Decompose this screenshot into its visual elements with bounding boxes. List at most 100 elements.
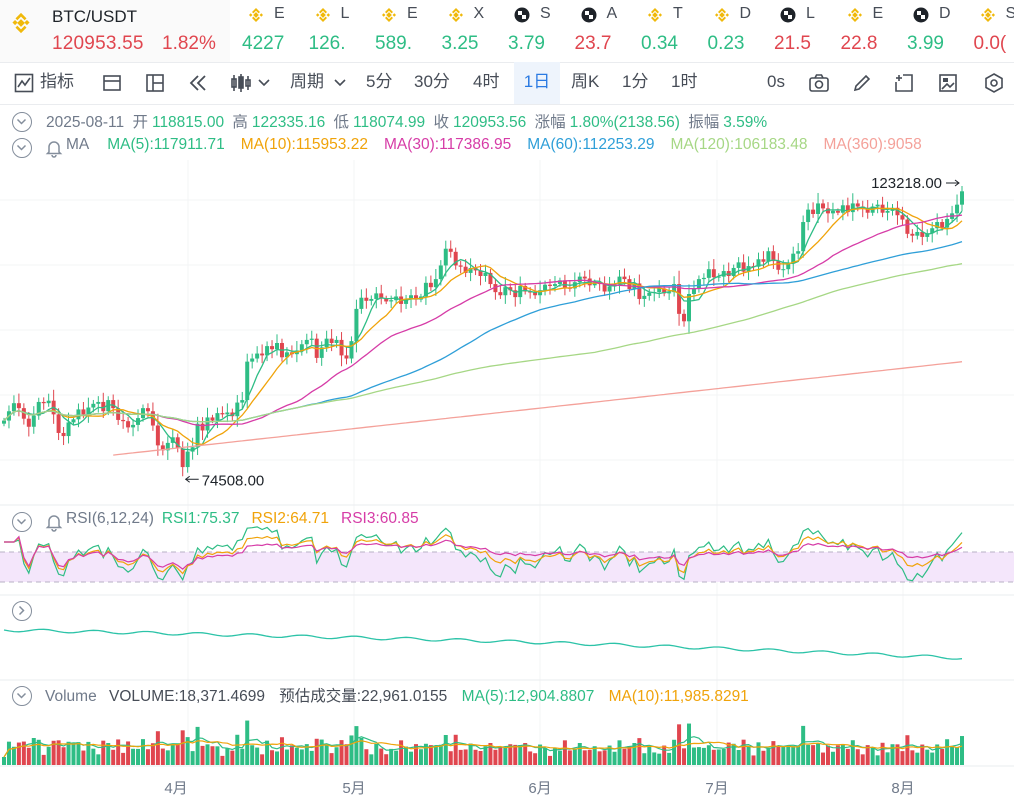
gallery-icon[interactable] <box>938 73 958 93</box>
mini-ticker[interactable]: T 0.34 <box>629 0 696 62</box>
volume-estimate: 预估成交量:22,961.0155 <box>279 688 448 705</box>
collapse-toggle-icon[interactable] <box>12 112 32 132</box>
layout-icon[interactable] <box>102 73 122 93</box>
volume-bar <box>562 740 567 765</box>
interval-30m[interactable]: 30分 <box>414 72 450 91</box>
volume-bar <box>662 745 667 765</box>
chevron-down-icon[interactable] <box>334 78 346 88</box>
interval-5m[interactable]: 5分 <box>366 72 393 91</box>
collapse-toggle-icon[interactable] <box>12 138 32 158</box>
volume-bar <box>369 754 374 765</box>
candle-body <box>538 290 543 296</box>
collapse-toggle-icon[interactable] <box>12 686 32 706</box>
candle-body <box>56 414 61 433</box>
mini-ticker-name: T <box>673 5 683 22</box>
mini-ticker[interactable]: S 3.79 <box>496 0 563 62</box>
volume-bar <box>245 720 250 765</box>
mini-ticker[interactable]: L 21.5 <box>762 0 829 62</box>
volume-bar <box>145 749 150 765</box>
volume-bar <box>329 753 334 765</box>
candle-body <box>284 352 289 358</box>
mini-ticker[interactable]: L 126. <box>297 0 364 62</box>
settings-icon[interactable] <box>983 72 1005 94</box>
volume-bar <box>56 740 61 765</box>
candle-body <box>433 279 438 288</box>
candle-body <box>468 267 473 273</box>
mini-ticker[interactable]: D 3.99 <box>895 0 962 62</box>
volume-bar <box>394 750 399 765</box>
expand-toggle-icon[interactable] <box>12 601 32 621</box>
interval-1m[interactable]: 1分 <box>622 72 649 91</box>
candle-body <box>830 210 835 214</box>
candle-body <box>304 339 309 345</box>
main-ticker[interactable]: BTC/USDT 120953.55 1.82% <box>0 0 230 62</box>
mini-ticker[interactable]: S 0.0( <box>962 0 1014 62</box>
candle-body <box>200 423 205 431</box>
rsi-band <box>0 552 1014 582</box>
period-dropdown[interactable]: 周期 <box>290 72 324 91</box>
volume-bar <box>791 746 796 765</box>
volume-bar <box>289 745 294 765</box>
volume-bar <box>582 750 587 765</box>
mini-ticker[interactable]: D 0.23 <box>696 0 763 62</box>
candle-body <box>448 248 453 252</box>
volume-bar <box>701 747 706 765</box>
volume-bar <box>250 745 255 765</box>
volume-bar <box>523 743 528 765</box>
candle-body <box>275 343 280 350</box>
volume-ma5: MA(5):12,904.8807 <box>461 688 595 705</box>
candle-body <box>329 338 334 344</box>
candle-type-icon[interactable] <box>230 72 252 94</box>
checker-icon <box>913 7 929 23</box>
chevron-down-icon[interactable] <box>258 78 270 88</box>
interval-week[interactable]: 周K <box>571 72 600 91</box>
countdown: 0s <box>767 72 785 91</box>
ma-legend-item: MA(120):106183.48 <box>670 136 808 153</box>
indicator-icon[interactable] <box>14 73 34 93</box>
candle-body <box>453 251 458 266</box>
volume-bar <box>443 735 448 765</box>
interval-1h[interactable]: 1时 <box>671 72 698 91</box>
collapse-toggle-icon[interactable] <box>12 512 32 532</box>
volume-bar <box>468 743 473 765</box>
candle-body <box>136 418 141 425</box>
volume-bar <box>364 749 369 765</box>
interval-4h[interactable]: 4时 <box>473 72 500 91</box>
candle-body <box>220 413 225 415</box>
rsi-legend: RSI(6,12,24) RSI1:75.37 RSI2:64.71 RSI3:60.… <box>66 510 435 532</box>
candle-body <box>66 422 71 437</box>
candle-body <box>557 280 562 285</box>
high-pointer-arrow <box>954 179 960 187</box>
split-view-icon[interactable] <box>145 73 165 93</box>
candle-body <box>572 282 577 289</box>
mini-ticker-price: 589. <box>375 33 412 54</box>
mini-ticker[interactable]: E 589. <box>363 0 430 62</box>
bell-icon[interactable] <box>44 138 64 158</box>
mini-ticker[interactable]: X 3.25 <box>430 0 497 62</box>
candle-body <box>11 403 16 412</box>
volume-bar <box>533 753 538 765</box>
volume-bar <box>587 749 592 765</box>
mini-ticker[interactable]: E 22.8 <box>829 0 896 62</box>
bell-icon[interactable] <box>44 512 64 532</box>
interval-1d[interactable]: 1日 <box>514 62 560 104</box>
candle-body <box>766 251 771 262</box>
candle-body <box>265 346 270 356</box>
volume-bar <box>920 744 925 765</box>
mini-ticker[interactable]: E 4227 <box>230 0 297 62</box>
candle-body <box>175 437 180 449</box>
volume-bar <box>438 744 443 765</box>
add-window-icon[interactable] <box>894 73 914 93</box>
candle-body <box>488 272 493 285</box>
pencil-icon[interactable] <box>852 73 872 93</box>
volume-bar <box>835 745 840 765</box>
rewind-icon[interactable] <box>188 73 208 93</box>
candle-body <box>106 400 111 412</box>
mini-ticker-price: 126. <box>308 33 346 54</box>
volume-bar <box>930 752 935 765</box>
volume-bar <box>890 744 895 765</box>
camera-icon[interactable] <box>808 73 830 93</box>
mini-ticker[interactable]: A 23.7 <box>563 0 630 62</box>
indicators-button[interactable]: 指标 <box>40 72 74 91</box>
